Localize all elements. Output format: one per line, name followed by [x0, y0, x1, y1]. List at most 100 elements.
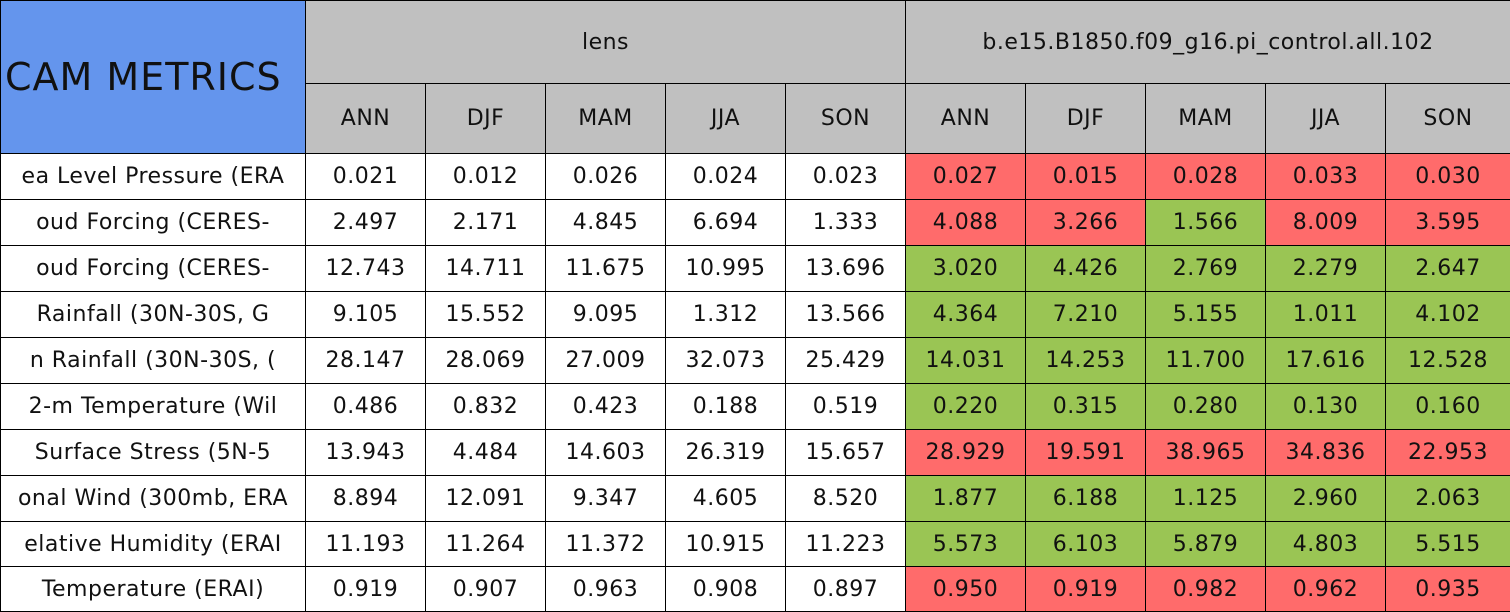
season-header: DJF: [1026, 84, 1146, 154]
value-cell: 0.033: [1266, 154, 1386, 200]
value-cell: 2.960: [1266, 476, 1386, 522]
value-cell: 6.188: [1026, 476, 1146, 522]
value-cell: 4.088: [906, 200, 1026, 246]
value-cell: 0.315: [1026, 384, 1146, 430]
value-cell: 5.515: [1386, 522, 1510, 567]
value-cell: 26.319: [666, 430, 786, 476]
title-cell: CAM METRICS: [1, 1, 306, 154]
value-cell: 2.171: [426, 200, 546, 246]
value-cell: 0.024: [666, 154, 786, 200]
value-cell: 0.188: [666, 384, 786, 430]
value-cell: 0.950: [906, 567, 1026, 612]
value-cell: 8.520: [786, 476, 906, 522]
value-cell: 0.963: [546, 567, 666, 612]
value-cell: 0.919: [1026, 567, 1146, 612]
value-cell: 0.028: [1146, 154, 1266, 200]
value-cell: 9.105: [306, 292, 426, 338]
value-cell: 15.657: [786, 430, 906, 476]
value-cell: 4.803: [1266, 522, 1386, 567]
value-cell: 12.091: [426, 476, 546, 522]
value-cell: 0.021: [306, 154, 426, 200]
value-cell: 4.605: [666, 476, 786, 522]
value-cell: 0.023: [786, 154, 906, 200]
season-header: MAM: [1146, 84, 1266, 154]
value-cell: 11.700: [1146, 338, 1266, 384]
value-cell: 0.832: [426, 384, 546, 430]
value-cell: 28.069: [426, 338, 546, 384]
value-cell: 1.566: [1146, 200, 1266, 246]
value-cell: 3.020: [906, 246, 1026, 292]
value-cell: 4.845: [546, 200, 666, 246]
value-cell: 0.486: [306, 384, 426, 430]
value-cell: 0.026: [546, 154, 666, 200]
value-cell: 22.953: [1386, 430, 1510, 476]
value-cell: 4.426: [1026, 246, 1146, 292]
value-cell: 5.155: [1146, 292, 1266, 338]
value-cell: 0.423: [546, 384, 666, 430]
value-cell: 3.266: [1026, 200, 1146, 246]
value-cell: 2.647: [1386, 246, 1510, 292]
value-cell: 1.877: [906, 476, 1026, 522]
value-cell: 12.743: [306, 246, 426, 292]
group-header: b.e15.B1850.f09_g16.pi_control.all.102: [906, 1, 1510, 84]
value-cell: 1.125: [1146, 476, 1266, 522]
value-cell: 4.102: [1386, 292, 1510, 338]
value-cell: 38.965: [1146, 430, 1266, 476]
season-header: SON: [1386, 84, 1510, 154]
value-cell: 5.573: [906, 522, 1026, 567]
value-cell: 12.528: [1386, 338, 1510, 384]
value-cell: 0.935: [1386, 567, 1510, 612]
value-cell: 15.552: [426, 292, 546, 338]
value-cell: 6.103: [1026, 522, 1146, 567]
value-cell: 13.943: [306, 430, 426, 476]
value-cell: 11.223: [786, 522, 906, 567]
row-label: 2-m Temperature (Wil: [1, 384, 306, 430]
value-cell: 0.897: [786, 567, 906, 612]
value-cell: 0.015: [1026, 154, 1146, 200]
value-cell: 0.962: [1266, 567, 1386, 612]
season-header: ANN: [906, 84, 1026, 154]
value-cell: 1.312: [666, 292, 786, 338]
row-label: n Rainfall (30N-30S, (: [1, 338, 306, 384]
value-cell: 11.675: [546, 246, 666, 292]
value-cell: 10.915: [666, 522, 786, 567]
value-cell: 10.995: [666, 246, 786, 292]
row-label: Surface Stress (5N-5: [1, 430, 306, 476]
row-label: Temperature (ERAI): [1, 567, 306, 612]
row-label: oud Forcing (CERES-: [1, 200, 306, 246]
value-cell: 14.031: [906, 338, 1026, 384]
value-cell: 13.566: [786, 292, 906, 338]
value-cell: 11.193: [306, 522, 426, 567]
value-cell: 11.264: [426, 522, 546, 567]
value-cell: 8.009: [1266, 200, 1386, 246]
value-cell: 0.908: [666, 567, 786, 612]
value-cell: 0.030: [1386, 154, 1510, 200]
value-cell: 1.011: [1266, 292, 1386, 338]
value-cell: 0.130: [1266, 384, 1386, 430]
value-cell: 34.836: [1266, 430, 1386, 476]
value-cell: 2.769: [1146, 246, 1266, 292]
value-cell: 11.372: [546, 522, 666, 567]
row-label: elative Humidity (ERAI: [1, 522, 306, 567]
value-cell: 2.063: [1386, 476, 1510, 522]
value-cell: 0.907: [426, 567, 546, 612]
value-cell: 2.497: [306, 200, 426, 246]
value-cell: 0.012: [426, 154, 546, 200]
value-cell: 5.879: [1146, 522, 1266, 567]
value-cell: 0.027: [906, 154, 1026, 200]
value-cell: 2.279: [1266, 246, 1386, 292]
row-label: onal Wind (300mb, ERA: [1, 476, 306, 522]
value-cell: 4.364: [906, 292, 1026, 338]
value-cell: 0.982: [1146, 567, 1266, 612]
value-cell: 1.333: [786, 200, 906, 246]
